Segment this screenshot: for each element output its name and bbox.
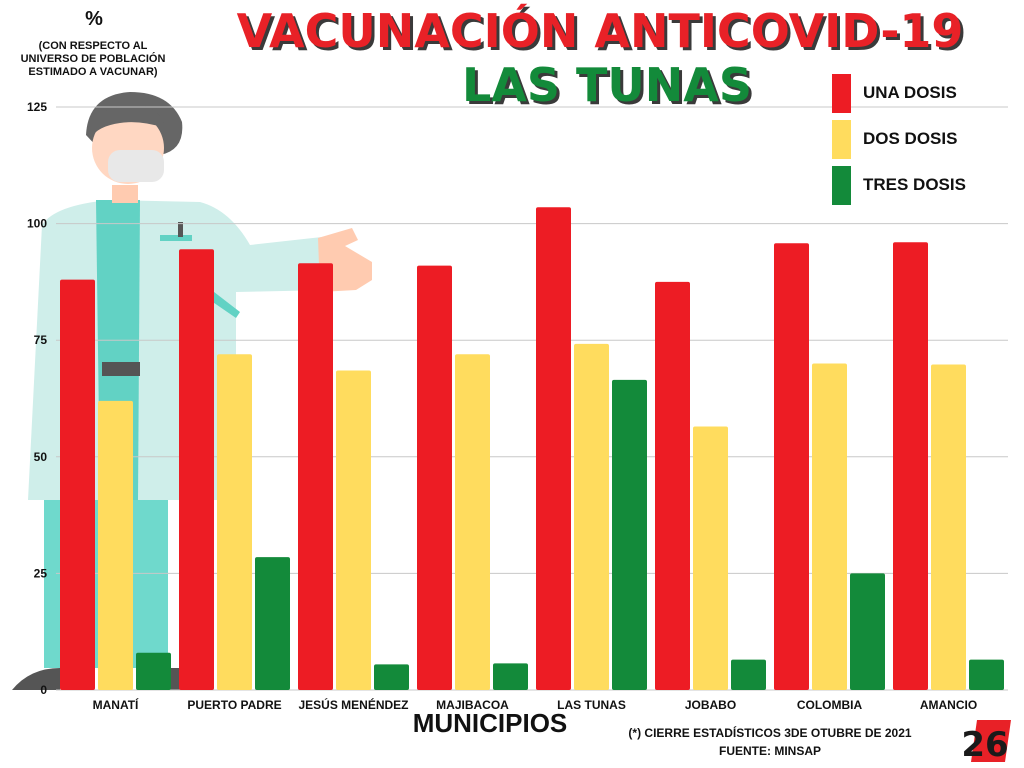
legend-swatch [832,165,851,205]
bar [493,663,528,690]
bar [455,354,490,690]
y-axis-ticks: 0 25 50 75 100 125 [27,100,47,697]
bar [731,659,766,690]
footnote-source: FUENTE: MINSAP [719,744,821,758]
y-tick-label: 25 [34,566,48,580]
x-tick-label: PUERTO PADRE [187,698,281,712]
chart-title: VACUNACIÓN ANTICOVID-19 [236,4,964,58]
bar [298,263,333,690]
legend-swatch [832,119,851,159]
bar [774,243,809,691]
x-axis-ticks: MANATÍ PUERTO PADRE JESÚS MENÉNDEZ MAJIBACO… [93,697,978,712]
x-tick-label: LAS TUNAS [557,698,626,712]
bar [336,370,371,690]
logo-26: 26 [961,720,1011,764]
y-tick-label: 50 [34,450,48,464]
legend-item-tres-dosis: TRES DOSIS [832,162,966,208]
x-tick-label: AMANCIO [920,698,977,712]
logo-badge-shape [971,720,1011,762]
bar [850,573,885,690]
chart-subtitle: LAS TUNAS [461,58,752,112]
grid-lines [56,106,1008,691]
y-tick-label: 125 [27,100,47,114]
footnote-cierre: (*) CIERRE ESTADÍSTICOS 3DE OTUBRE DE 20… [628,726,912,740]
bar [693,426,728,690]
bar [217,354,252,690]
bar [374,664,409,690]
bar [98,400,133,690]
x-tick-label: JESÚS MENÉNDEZ [298,697,408,712]
bar [417,265,452,690]
bar [812,363,847,690]
y-tick-label: 75 [34,333,48,347]
legend-swatch [832,73,851,113]
y-tick-label: 100 [27,217,47,231]
x-tick-label: MANATÍ [93,697,139,712]
bar [893,242,928,691]
bar [969,659,1004,690]
x-tick-label: JOBABO [685,698,736,712]
bars [60,207,1004,691]
legend: UNA DOSIS DOS DOSIS TRES DOSIS [832,70,966,208]
x-tick-label: MAJIBACOA [436,698,509,712]
x-axis-label: MUNICIPIOS [412,708,568,738]
x-tick-label: COLOMBIA [797,698,863,712]
bar [136,652,171,690]
legend-label: DOS DOSIS [863,129,958,148]
bar [655,281,690,690]
y-axis-note: (CON RESPECTO AL UNIVERSO DE POBLACIÓN E… [20,40,166,78]
bar [574,343,609,690]
logo-text: 26 [961,725,1008,764]
bar [179,249,214,690]
bar [536,207,571,690]
legend-item-una-dosis: UNA DOSIS [832,70,966,116]
bar [931,364,966,690]
legend-item-dos-dosis: DOS DOSIS [832,116,966,162]
legend-label: UNA DOSIS [863,83,957,102]
y-axis-label: % [85,8,103,30]
bar [60,279,95,690]
bar [612,379,647,690]
legend-label: TRES DOSIS [863,175,966,194]
y-tick-label: 0 [40,683,47,697]
bar [255,557,290,690]
